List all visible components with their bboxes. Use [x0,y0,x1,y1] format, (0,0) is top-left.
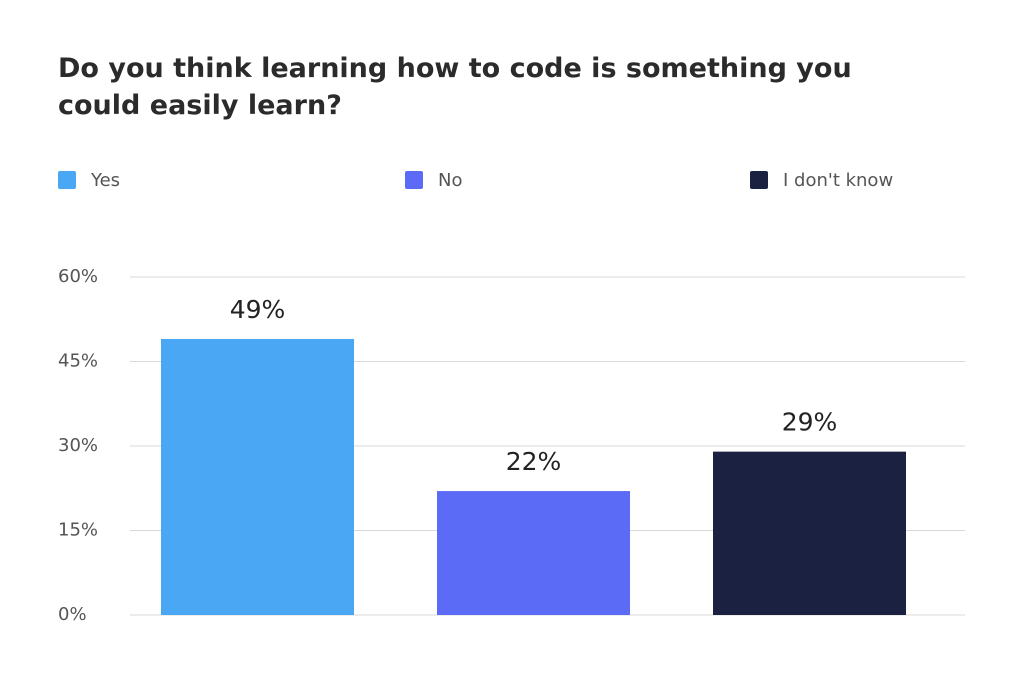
y-tick-label: 60% [58,266,98,287]
y-tick-label: 15% [58,520,98,541]
legend-swatch [750,171,768,189]
y-tick-label: 30% [58,435,98,456]
data-label: 49% [230,295,286,324]
data-label: 29% [782,408,838,437]
bar [713,451,906,615]
y-tick-label: 0% [58,604,87,625]
legend-label: No [438,170,462,191]
legend-swatch [58,171,76,189]
data-label: 22% [506,447,562,476]
bar [437,491,630,615]
y-tick-label: 45% [58,351,98,372]
legend-swatch [405,171,423,189]
chart-title: Do you think learning how to code is som… [58,53,852,121]
legend-label: Yes [90,170,120,191]
legend-label: I don't know [783,170,893,191]
bar [161,338,354,615]
